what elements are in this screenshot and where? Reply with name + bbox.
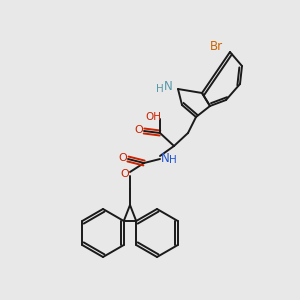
Text: H: H [169,155,177,165]
Text: N: N [160,152,169,166]
Text: O: O [121,169,129,179]
Text: H: H [156,84,164,94]
Text: N: N [164,80,172,94]
Text: O: O [135,125,143,135]
Text: Br: Br [209,40,223,52]
Text: O: O [118,153,127,163]
Text: OH: OH [145,112,161,122]
